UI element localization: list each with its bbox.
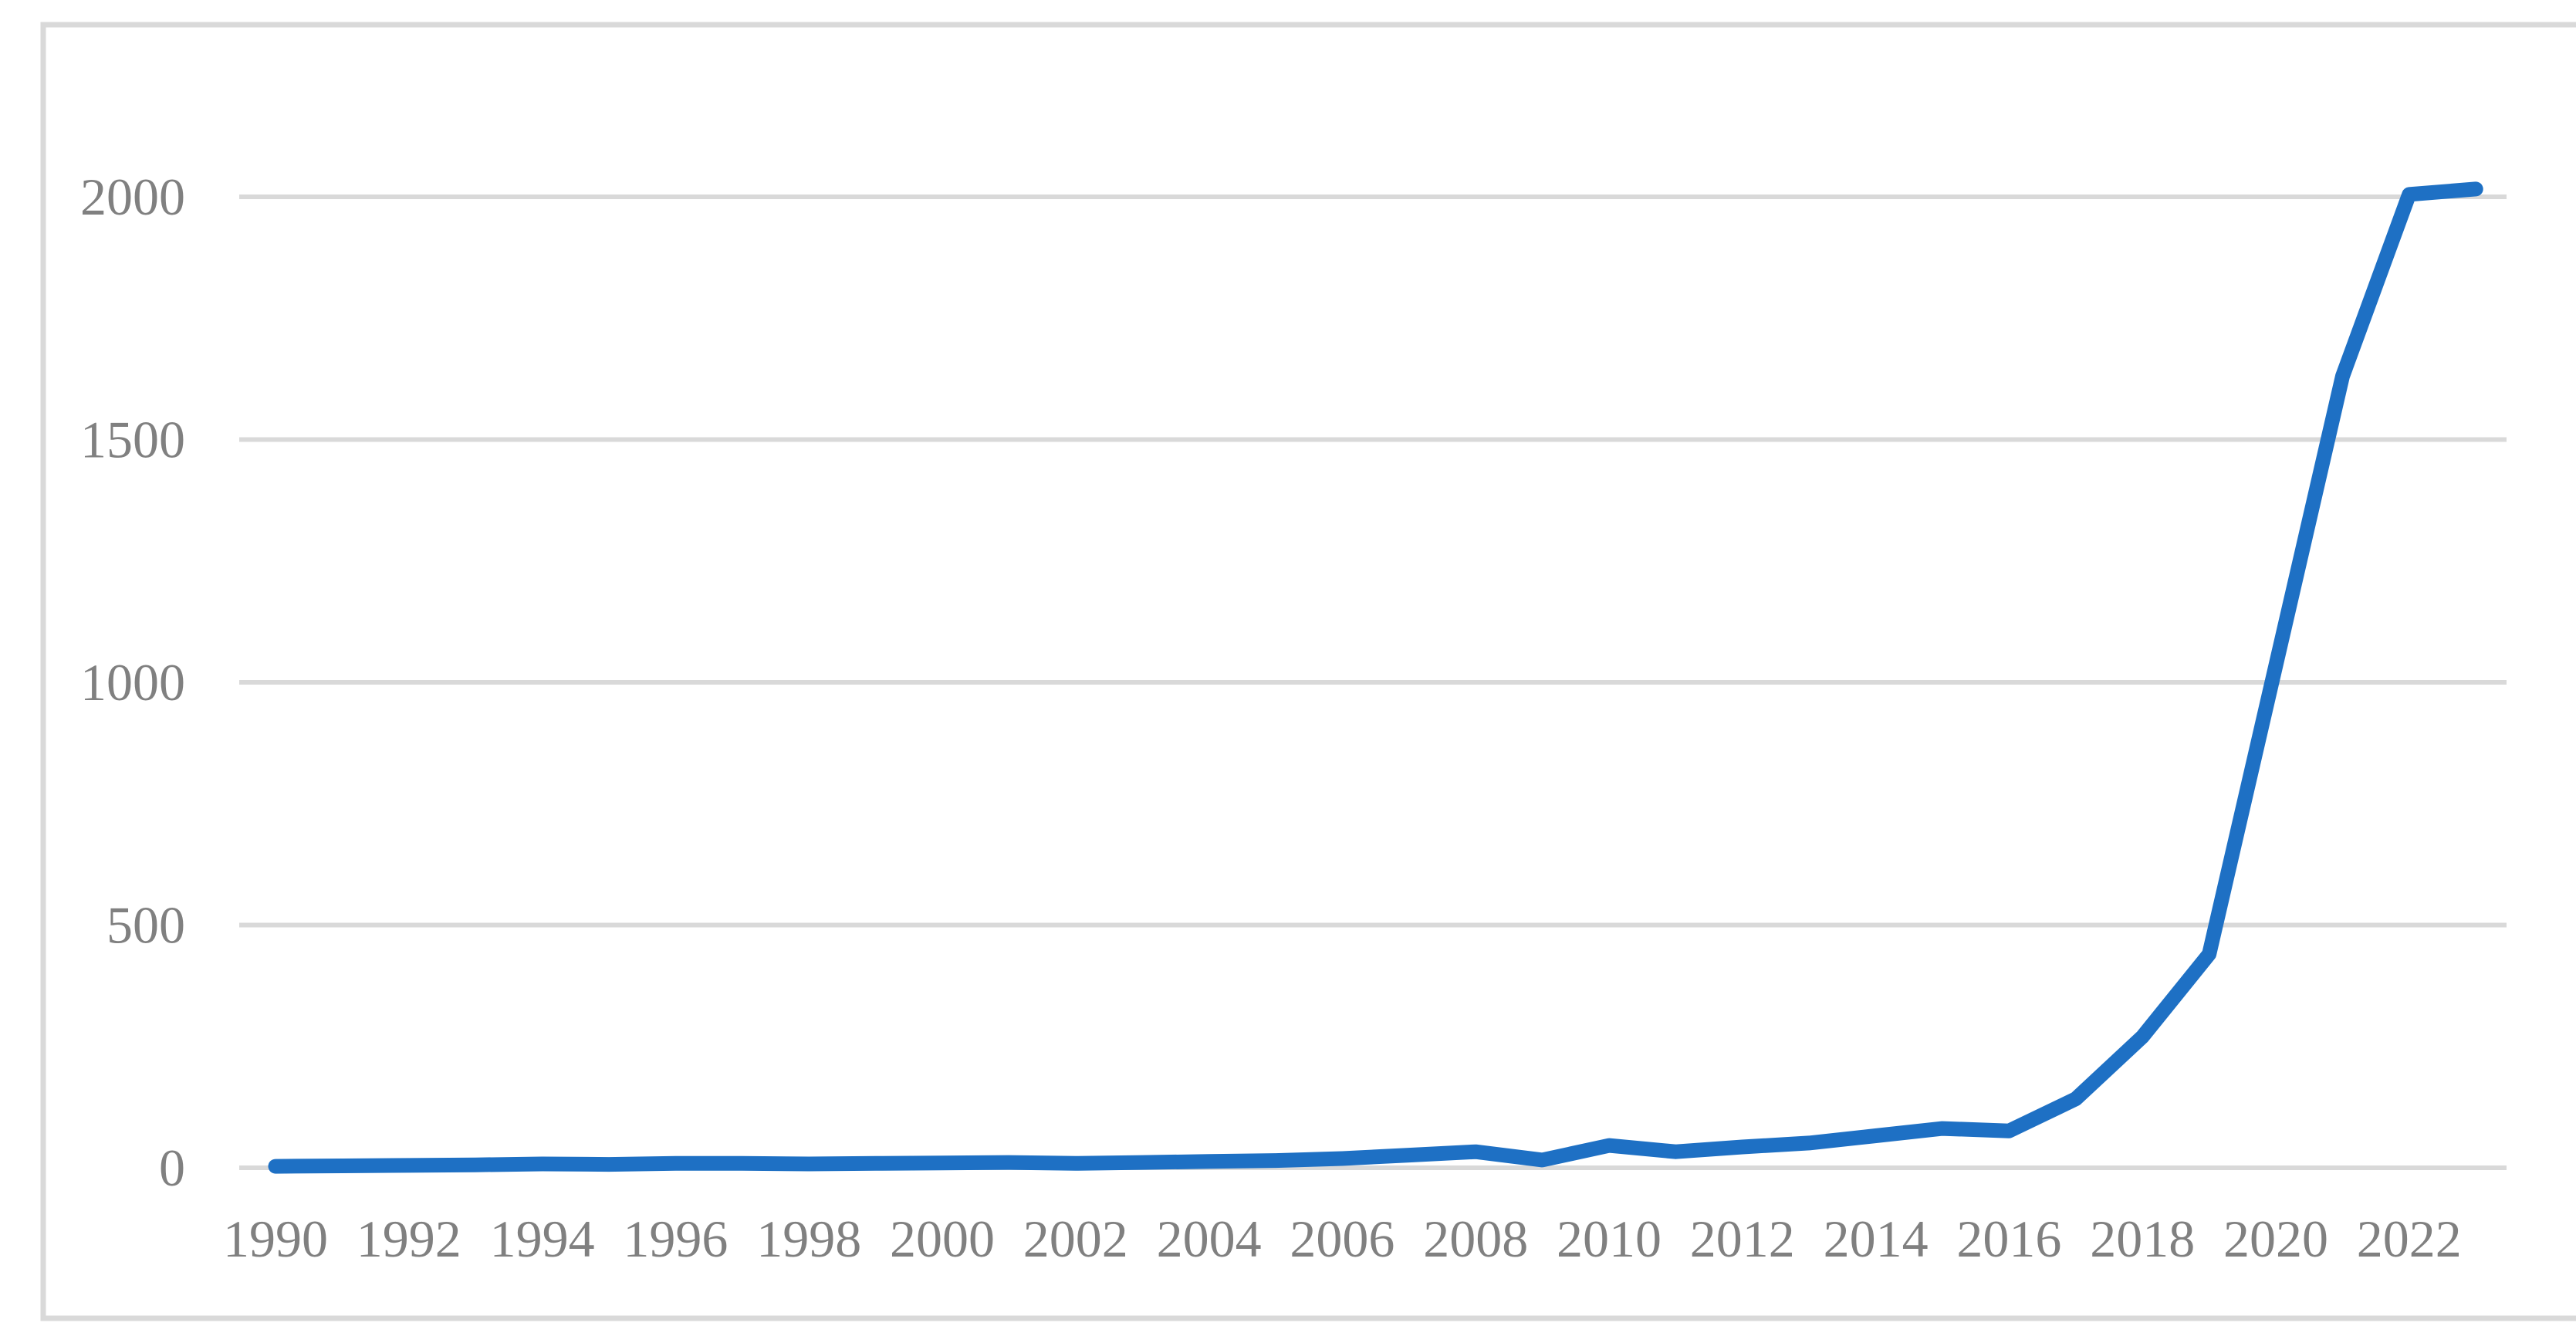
line-chart: 0 500 1000 1500 2000 1990 1992 1994 1996 1998 2000…	[31, 12, 2576, 1331]
x-tick-label: 2008	[1423, 1209, 1528, 1268]
data-series-line	[268, 181, 2483, 1174]
x-tick-label: 1996	[623, 1209, 728, 1268]
x-tick-label: 2014	[1824, 1209, 1929, 1268]
y-tick-label: 1000	[80, 653, 185, 712]
chart-background	[31, 12, 2576, 1331]
y-tick-label: 500	[106, 896, 185, 955]
x-tick-label: 2002	[1023, 1209, 1128, 1268]
x-tick-label: 2010	[1557, 1209, 1662, 1268]
x-tick-label: 1994	[490, 1209, 595, 1268]
y-tick-label: 1500	[80, 411, 185, 469]
x-tick-label: 2018	[2090, 1209, 2195, 1268]
x-tick-label: 2000	[890, 1209, 995, 1268]
x-tick-label: 2004	[1157, 1209, 1262, 1268]
chart-canvas: 0 500 1000 1500 2000 1990 1992 1994 1996 1998 2000…	[31, 12, 2576, 1331]
x-tick-label: 2012	[1690, 1209, 1795, 1268]
x-tick-label: 2020	[2223, 1209, 2328, 1268]
y-tick-label: 2000	[80, 167, 185, 226]
x-tick-label: 2006	[1290, 1209, 1394, 1268]
x-tick-label: 2016	[1956, 1209, 2061, 1268]
x-tick-label: 1990	[223, 1209, 328, 1268]
x-tick-label: 1992	[357, 1209, 461, 1268]
x-tick-label: 1998	[756, 1209, 861, 1268]
x-tick-label: 2022	[2357, 1209, 2462, 1268]
y-tick-label: 0	[159, 1138, 185, 1197]
